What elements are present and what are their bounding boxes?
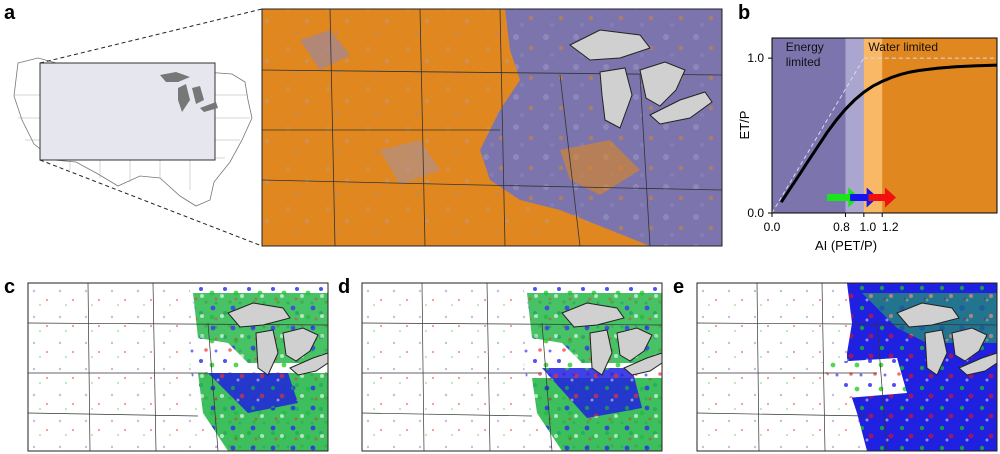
region-label-energy-limited-line2: limited <box>786 55 821 69</box>
map-c <box>27 282 329 452</box>
zoom-line-bottom <box>39 159 263 247</box>
region-water-limited <box>863 38 997 213</box>
limit-line-0 <box>771 57 865 214</box>
map-e <box>696 282 998 452</box>
plot-frame <box>771 37 998 214</box>
region-label-water-limited: Water limited <box>868 40 938 54</box>
zoom-line-top <box>39 8 263 64</box>
y-tick-label-1: 1.0 <box>747 51 764 65</box>
inset-zoom-box <box>39 62 216 161</box>
arrow-blue <box>850 187 878 208</box>
panel-label-d: d <box>338 276 350 298</box>
x-tick-label-0: 0.0 <box>764 220 781 234</box>
budyko-curve <box>779 63 998 204</box>
panel-label-a: a <box>4 2 16 24</box>
shaded-band-1 <box>863 38 883 213</box>
region-label-energy-limited: Energy <box>786 40 824 54</box>
panel-label-c: c <box>4 276 15 298</box>
arrow-green <box>827 187 860 208</box>
shaded-band-0 <box>845 38 864 213</box>
map-d <box>361 282 663 452</box>
y-tick-label-0: 0.0 <box>747 206 764 220</box>
arrow-red <box>868 187 896 208</box>
x-tick-label-3: 1.2 <box>882 220 899 234</box>
y-axis-label: ET/P <box>737 111 752 140</box>
x-tick-label-2: 1.0 <box>859 220 876 234</box>
inset-great-lakes <box>160 72 218 112</box>
x-axis-label: AI (PET/P) <box>815 238 877 253</box>
map-a <box>261 8 723 247</box>
panel-label-e: e <box>673 276 684 298</box>
x-tick-label-1: 0.8 <box>833 220 850 234</box>
panel-label-b: b <box>738 2 750 24</box>
